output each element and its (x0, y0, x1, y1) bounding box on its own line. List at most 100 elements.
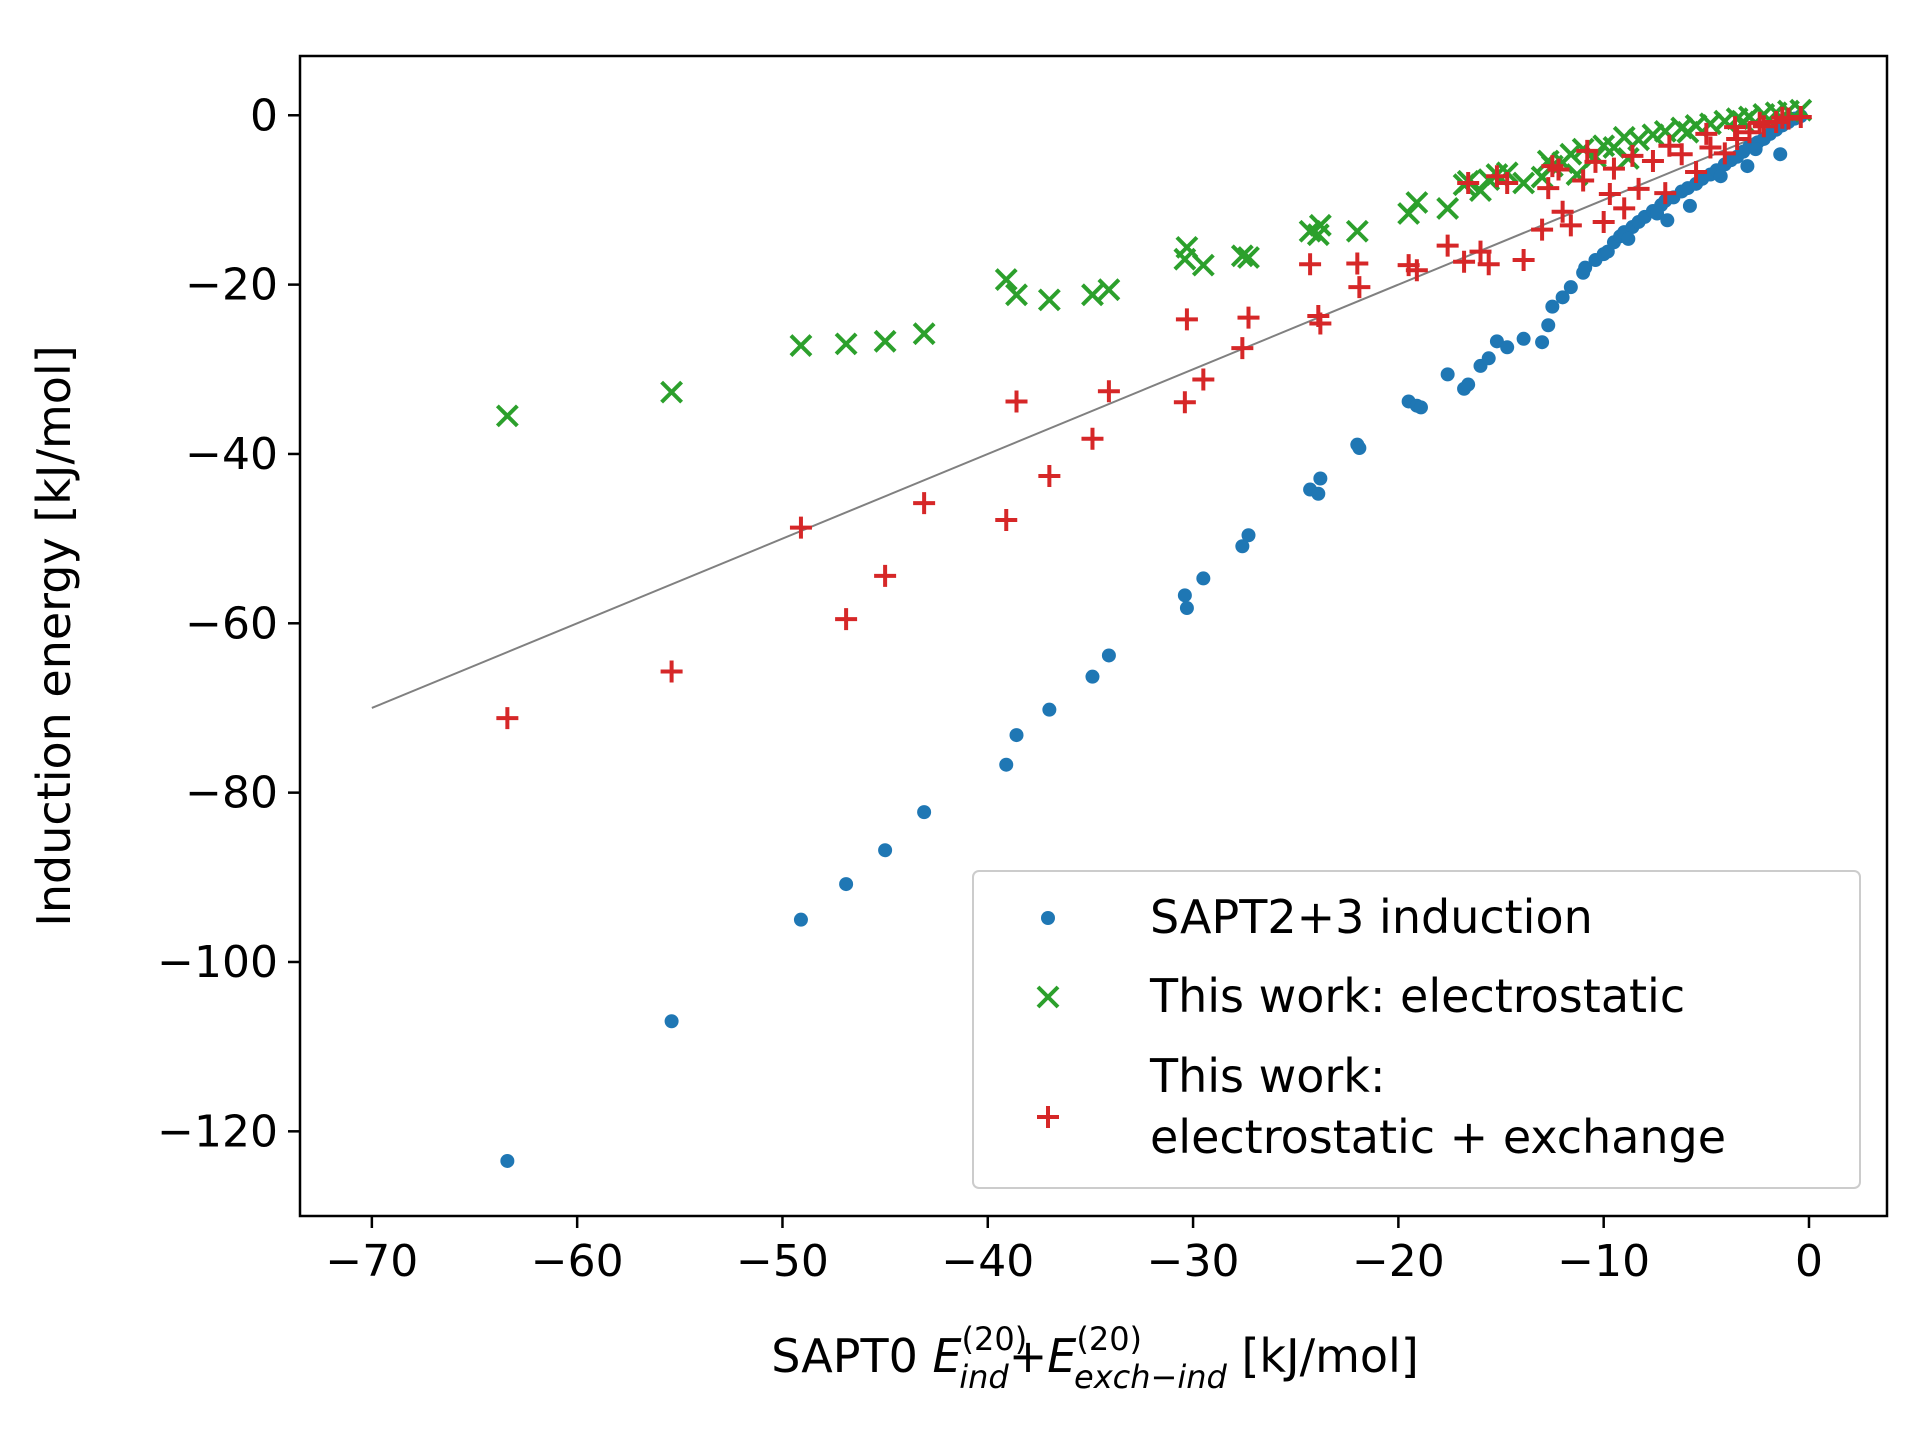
electrostatic-exchange-point (1592, 210, 1615, 233)
electrostatic-exchange-point (1572, 169, 1595, 192)
series-sapt2-3 (500, 109, 1808, 1168)
y-tick-label: −60 (185, 598, 278, 649)
y-tick-label: −120 (157, 1106, 278, 1157)
sapt2-3-point (1500, 340, 1515, 355)
x-axis-label-e1-sup: (20) (962, 1320, 1028, 1358)
electrostatic-exchange-point (1724, 116, 1747, 139)
sapt2-3-point (1313, 471, 1328, 486)
y-axis-label: Induction energy [kJ/mol] (27, 345, 81, 926)
electrostatic-point (1175, 235, 1199, 259)
electrostatic-point (1037, 288, 1061, 312)
sapt2-3-point (1461, 377, 1476, 392)
sapt2-3-point (1177, 588, 1192, 603)
ticks-layer: −70 −60 −50 −40 −30 −20 −10 00−20−40−60−80−100−… (157, 90, 1823, 1287)
sapt2-3-point (1042, 702, 1057, 717)
electrostatic-exchange-point (1192, 368, 1215, 391)
legend-sapt2-3-symbol (1041, 911, 1055, 925)
sapt2-3-point (1085, 669, 1100, 684)
electrostatic-exchange-point (496, 707, 519, 730)
electrostatic-exchange-point (1658, 134, 1681, 157)
sapt2-3-point (839, 877, 854, 892)
x-axis-label-plus: + (1009, 1329, 1048, 1383)
electrostatic-exchange-point (1771, 106, 1794, 129)
sapt2-3-point (1555, 290, 1570, 305)
sapt2-3-point (1578, 260, 1593, 275)
electrostatic-exchange-point (1670, 143, 1693, 166)
electrostatic-exchange-point (1537, 177, 1560, 200)
electrostatic-exchange-point (1613, 197, 1636, 220)
legend-label-electrostatic: This work: electrostatic (1149, 969, 1685, 1023)
electrostatic-point (873, 329, 897, 353)
electrostatic-exchange-point (1531, 218, 1554, 241)
y-tick-label: −20 (185, 260, 278, 311)
electrostatic-point (660, 380, 684, 404)
electrostatic-exchange-point (1621, 144, 1644, 167)
electrostatic-point (1308, 213, 1332, 237)
electrostatic-point (1676, 120, 1700, 144)
sapt2-3-point (1196, 571, 1211, 586)
sapt2-3-point (1660, 213, 1675, 228)
legend-marker-electrostatic-exchange (1037, 1106, 1059, 1128)
x-axis-label-suffix: [kJ/mol] (1227, 1329, 1419, 1383)
electrostatic-point (495, 404, 519, 428)
electrostatic-exchange-point (1685, 161, 1708, 183)
electrostatic-exchange-point (1576, 139, 1599, 162)
electrostatic-exchange-point (835, 608, 858, 631)
electrostatic-point (834, 332, 858, 356)
electrostatic-exchange-point (1551, 200, 1574, 223)
sapt2-3-point (1481, 351, 1496, 366)
electrostatic-exchange-point (1654, 182, 1677, 205)
x-axis-label-prefix: SAPT0 (771, 1329, 932, 1383)
x-axis-label-e2-sub: exch−ind (1074, 1358, 1227, 1396)
sapt2-3-point (500, 1153, 515, 1168)
legend-electrostatic-exchange-symbol (1037, 1106, 1059, 1128)
sapt2-3-point (999, 757, 1014, 772)
sapt2-3-point (1650, 206, 1665, 221)
sapt2-3-point (1563, 280, 1578, 295)
plot-frame (298, 54, 1889, 1218)
sapt2-3-point (1311, 486, 1326, 501)
electrostatic-exchange-point (1005, 390, 1028, 413)
sapt2-3-point (1440, 367, 1455, 382)
electrostatic-exchange-point (1602, 157, 1625, 180)
electrostatic-exchange-point (1469, 240, 1492, 263)
sapt2-3-point (793, 912, 808, 927)
sapt2-3-point (1621, 231, 1636, 246)
electrostatic-exchange-point (1457, 172, 1480, 195)
sapt2-3-point (1235, 539, 1250, 554)
electrostatic-exchange-point (1695, 122, 1718, 145)
series-layer (495, 98, 1813, 1168)
reference-line-layer (371, 122, 1789, 709)
electrostatic-exchange-point (1081, 427, 1104, 450)
x-tick-label: −50 (736, 1236, 829, 1287)
y-tick-label: −100 (157, 937, 278, 988)
electrostatic-exchange-point (1453, 250, 1476, 273)
sapt2-3-point (1748, 142, 1763, 157)
electrostatic-point (1230, 244, 1254, 268)
legend-label-sapt2-3: SAPT2+3 induction (1150, 890, 1593, 944)
reference-line (371, 122, 1789, 709)
legend-label-electrostatic-exchange: This work: electrostatic + exchange (1149, 1049, 1726, 1164)
electrostatic-exchange-point (1584, 150, 1607, 173)
sapt2-3-point (1101, 648, 1116, 663)
electrostatic-point (1405, 191, 1429, 214)
legend-marker-sapt2-3 (1041, 911, 1055, 925)
electrostatic-exchange-point (913, 492, 936, 515)
electrostatic-exchange-point (1496, 172, 1519, 195)
electrostatic-point (1005, 283, 1028, 307)
y-tick-label: −80 (185, 768, 278, 819)
y-tick-label: 0 (250, 90, 278, 141)
electrostatic-exchange-point (1346, 252, 1369, 275)
electrostatic-exchange-point (1627, 177, 1650, 200)
legend-box (972, 870, 1861, 1189)
sapt2-3-point (1516, 331, 1531, 346)
y-tick-label: −40 (185, 429, 278, 480)
sapt2-3-point (1773, 147, 1788, 162)
sapt2-3-point (1009, 728, 1024, 743)
electrostatic-exchange-point (1598, 183, 1621, 206)
sapt2-3-point (1541, 318, 1556, 333)
electrostatic-point (1081, 283, 1104, 307)
electrostatic-exchange-point (1748, 111, 1771, 134)
electrostatic-exchange-point (874, 564, 897, 587)
